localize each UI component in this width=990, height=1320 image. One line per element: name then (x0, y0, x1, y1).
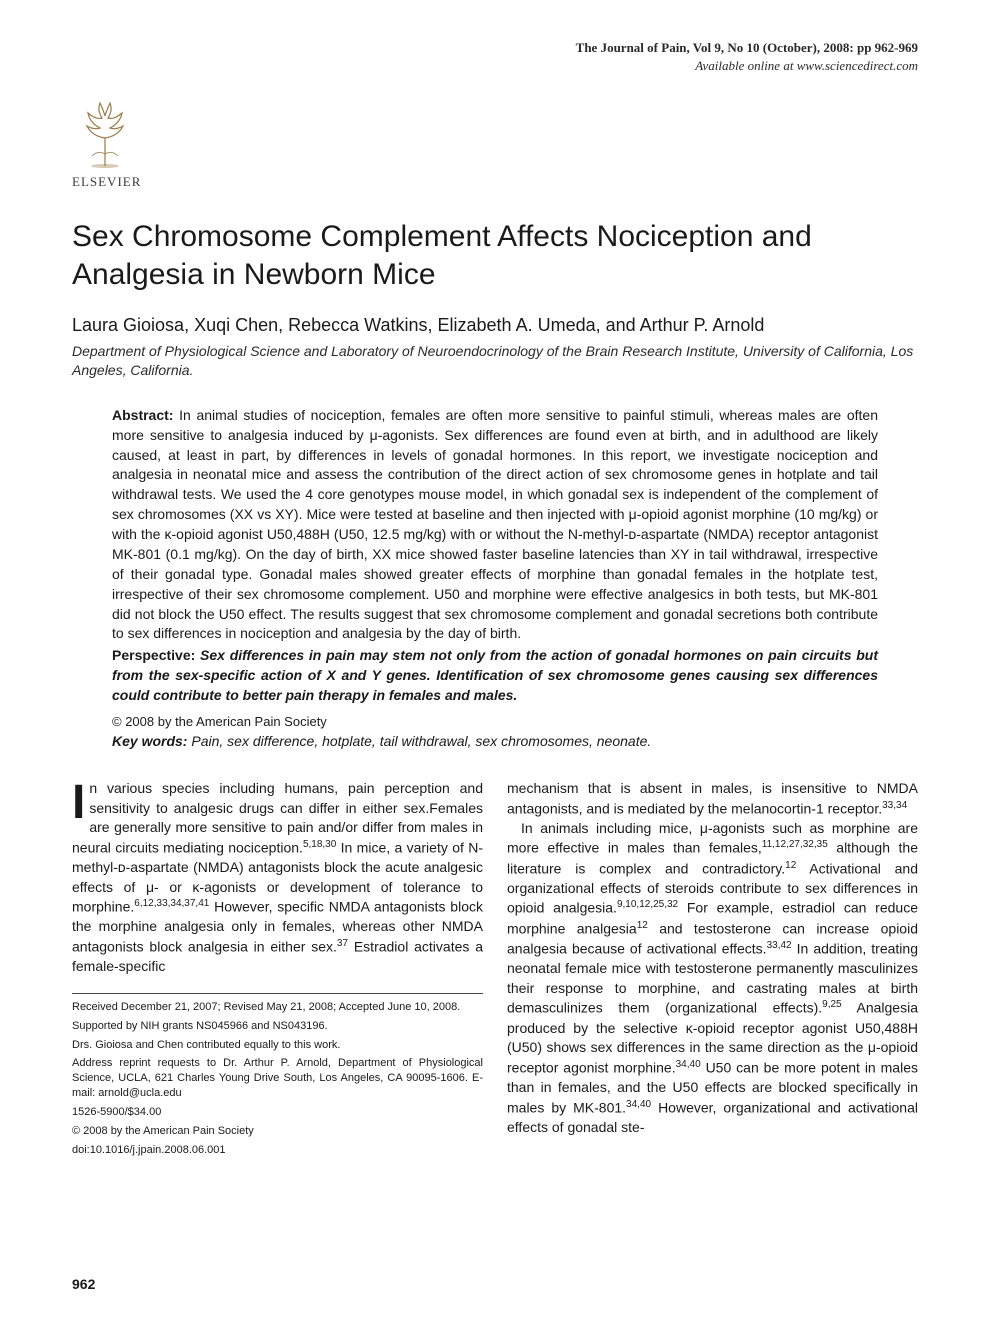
abstract-block: Abstract: In animal studies of nocicepti… (72, 406, 918, 749)
footnote-contrib: Drs. Gioiosa and Chen contributed equall… (72, 1038, 483, 1053)
citation-ref[interactable]: 12 (785, 860, 796, 871)
footnote-issn: 1526-5900/$34.00 (72, 1105, 483, 1120)
body-text: mechanism that is absent in males, is in… (507, 780, 918, 816)
citation-ref[interactable]: 9,10,12,25,32 (617, 899, 678, 910)
footnote-reprint: Address reprint requests to Dr. Arthur P… (72, 1056, 483, 1101)
journal-header-line1: The Journal of Pain, Vol 9, No 10 (Octob… (72, 40, 918, 56)
publisher-name: ELSEVIER (72, 174, 141, 190)
abstract-label: Abstract: (112, 407, 173, 423)
article-title: Sex Chromosome Complement Affects Nocice… (72, 218, 918, 293)
column-right: mechanism that is absent in males, is in… (507, 779, 918, 1162)
citation-ref[interactable]: 6,12,33,34,37,41 (134, 898, 209, 909)
body-paragraph-1: In various species including humans, pai… (72, 779, 483, 977)
elsevier-tree-icon (72, 98, 138, 170)
keywords-text: Pain, sex difference, hotplate, tail wit… (191, 733, 651, 749)
perspective-text: Perspective: Sex differences in pain may… (112, 646, 878, 706)
column-left: In various species including humans, pai… (72, 779, 483, 1162)
footnote-received: Received December 21, 2007; Revised May … (72, 1000, 483, 1015)
citation-ref[interactable]: 34,40 (626, 1099, 651, 1110)
abstract-text: Abstract: In animal studies of nocicepti… (112, 406, 878, 645)
citation-ref[interactable]: 34,40 (676, 1059, 701, 1070)
footnote-copyright: © 2008 by the American Pain Society (72, 1124, 483, 1139)
keywords-label: Key words: (112, 733, 187, 749)
footnote-support: Supported by NIH grants NS045966 and NS0… (72, 1019, 483, 1034)
citation-ref[interactable]: 33,34 (882, 800, 907, 811)
publisher-logo: ELSEVIER (72, 98, 918, 190)
citation-ref[interactable]: 12 (637, 920, 648, 931)
keywords: Key words: Pain, sex difference, hotplat… (112, 733, 878, 749)
perspective-label: Perspective: (112, 647, 195, 663)
citation-ref[interactable]: 33,42 (767, 940, 792, 951)
page-number: 962 (72, 1276, 95, 1292)
footnotes: Received December 21, 2007; Revised May … (72, 993, 483, 1158)
body-paragraph-2a: mechanism that is absent in males, is in… (507, 779, 918, 819)
perspective-body: Sex differences in pain may stem not onl… (112, 647, 878, 703)
citation-ref[interactable]: 5,18,30 (303, 839, 336, 850)
footnote-doi: doi:10.1016/j.jpain.2008.06.001 (72, 1143, 483, 1158)
citation-ref[interactable]: 9,25 (822, 999, 841, 1010)
affiliation: Department of Physiological Science and … (72, 342, 918, 380)
body-columns: In various species including humans, pai… (72, 779, 918, 1162)
dropcap: I (72, 779, 89, 824)
authors: Laura Gioiosa, Xuqi Chen, Rebecca Watkin… (72, 315, 918, 336)
abstract-body: In animal studies of nociception, female… (112, 407, 878, 642)
abstract-copyright: © 2008 by the American Pain Society (112, 714, 878, 729)
citation-ref[interactable]: 11,12,27,32,35 (762, 839, 828, 850)
citation-ref[interactable]: 37 (337, 938, 348, 949)
body-paragraph-2b: In animals including mice, μ-agonists su… (507, 819, 918, 1138)
journal-header-line2: Available online at www.sciencedirect.co… (72, 58, 918, 74)
